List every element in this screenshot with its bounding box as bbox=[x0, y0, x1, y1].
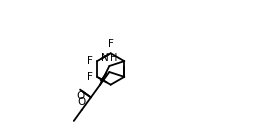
Text: N: N bbox=[101, 53, 109, 63]
Text: O: O bbox=[78, 97, 86, 107]
Text: F: F bbox=[108, 39, 114, 49]
Text: O: O bbox=[76, 91, 84, 101]
Text: H: H bbox=[110, 53, 117, 63]
Text: F: F bbox=[87, 56, 93, 66]
Text: F: F bbox=[87, 72, 93, 82]
